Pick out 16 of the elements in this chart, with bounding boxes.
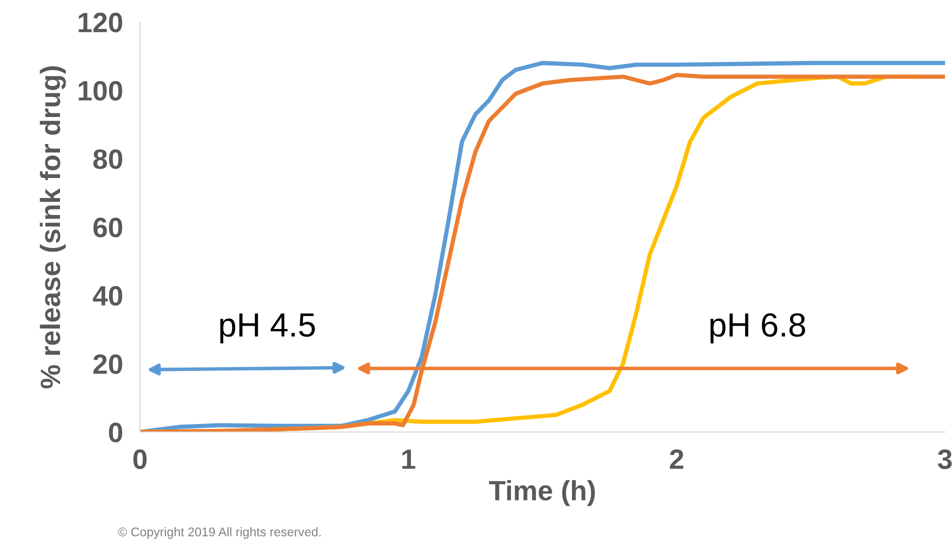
x-tick-label: 1 — [402, 450, 416, 469]
y-tick-label: 60 — [93, 218, 122, 238]
x-tick-label: 2 — [670, 449, 684, 469]
x-tick-label: 0 — [133, 449, 147, 470]
x-axis-title: Time (h) — [489, 480, 595, 506]
y-tick-label: 100 — [78, 81, 122, 101]
x-tick-label: 3 — [938, 449, 952, 470]
y-axis-title: % release (sink for drug) — [40, 66, 66, 388]
y-tick-label: 80 — [93, 149, 122, 170]
annotation: pH 4.5 — [220, 314, 315, 344]
text: © Copyright 2019 All rights reserved. — [118, 527, 321, 539]
y-tick-label: 0 — [108, 422, 122, 442]
y-tick-label: 20 — [93, 354, 122, 374]
y-tick-label: 120 — [78, 12, 122, 32]
annotation: pH 6.8 — [710, 313, 806, 344]
y-tick-label: 40 — [92, 286, 122, 306]
